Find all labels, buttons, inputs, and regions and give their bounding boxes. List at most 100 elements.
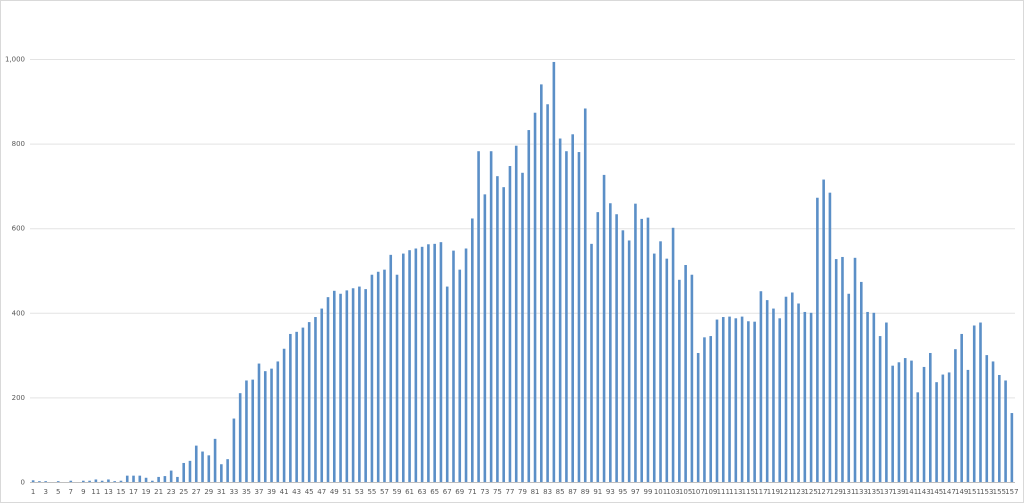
bar [408, 250, 411, 482]
x-tick-label: 95 [618, 488, 627, 496]
x-tick-label: 45 [305, 488, 314, 496]
x-tick-label: 55 [367, 488, 376, 496]
bar [659, 241, 662, 482]
bar [345, 290, 349, 482]
bar [985, 355, 989, 482]
x-tick-label: 101 [654, 488, 667, 496]
bar [765, 300, 769, 482]
y-tick-label: 200 [12, 394, 25, 402]
bar [565, 151, 568, 483]
bar [282, 348, 286, 482]
x-tick-label: 139 [892, 488, 905, 496]
bar [238, 393, 242, 482]
bar [427, 244, 430, 482]
bar [972, 325, 976, 482]
bar [226, 459, 229, 482]
x-tick-label: 119 [767, 488, 780, 496]
x-tick-label: 115 [742, 488, 755, 496]
bar [885, 322, 888, 482]
bar [571, 134, 574, 482]
bar [684, 265, 687, 482]
bar [552, 61, 556, 482]
y-tick-label: 600 [12, 225, 25, 233]
bar [872, 312, 876, 482]
bar [609, 203, 612, 483]
x-tick-label: 75 [493, 488, 502, 496]
x-tick-label: 111 [717, 488, 730, 496]
bar [257, 363, 261, 482]
bar [119, 480, 123, 482]
bar [464, 248, 468, 482]
bar [157, 476, 160, 482]
bar [784, 296, 788, 482]
bar [696, 352, 700, 482]
bar [194, 445, 198, 482]
x-tick-label: 73 [480, 488, 489, 496]
y-tick-label: 1,000 [5, 56, 25, 64]
bar [514, 145, 518, 482]
bar [502, 187, 505, 482]
bar [960, 333, 963, 482]
x-tick-label: 15 [117, 488, 126, 496]
x-tick-label: 123 [792, 488, 805, 496]
bar [590, 243, 593, 482]
x-tick-label: 65 [430, 488, 439, 496]
x-tick-label: 153 [980, 488, 993, 496]
bar [477, 151, 480, 483]
bar [458, 269, 462, 482]
bar [822, 179, 825, 482]
bar [358, 286, 361, 482]
x-tick-label: 77 [505, 488, 514, 496]
bar [916, 392, 920, 482]
bar [483, 194, 487, 483]
x-tick-label: 141 [905, 488, 918, 496]
bar [1010, 413, 1014, 482]
bar [263, 371, 267, 482]
x-tick-label: 109 [704, 488, 717, 496]
bar [721, 317, 725, 482]
x-tick-label: 125 [804, 488, 817, 496]
bar [364, 289, 367, 482]
y-tick-label: 0 [21, 479, 25, 487]
bar [376, 271, 380, 482]
x-tick-label: 31 [217, 488, 226, 496]
y-tick-label: 800 [12, 140, 25, 148]
x-tick-label: 97 [631, 488, 640, 496]
bar [640, 218, 644, 483]
bar [533, 112, 537, 482]
x-tick-label: 87 [568, 488, 577, 496]
x-tick-label: 5 [56, 488, 60, 496]
bar [866, 311, 869, 482]
bar [740, 316, 744, 482]
x-tick-label: 59 [393, 488, 402, 496]
bar [496, 176, 499, 482]
x-tick-label: 47 [317, 488, 326, 496]
bar [602, 174, 606, 483]
bar [527, 130, 531, 482]
bar [151, 480, 154, 482]
bar [521, 172, 524, 483]
x-tick-label: 143 [917, 488, 930, 496]
bar [320, 308, 324, 482]
bar [841, 256, 844, 482]
bar [289, 333, 292, 482]
bar [540, 84, 543, 482]
bar [220, 464, 223, 482]
x-tick-label: 21 [154, 488, 163, 496]
x-tick-label: 127 [817, 488, 830, 496]
x-tick-label: 105 [679, 488, 692, 496]
x-tick-label: 27 [192, 488, 201, 496]
bar [307, 322, 311, 482]
bar [433, 243, 436, 482]
bar [207, 455, 211, 482]
bar [853, 257, 857, 482]
bar [828, 192, 832, 482]
bar [445, 286, 449, 482]
bar [715, 319, 719, 482]
x-tick-label: 121 [779, 488, 792, 496]
bar [558, 138, 562, 483]
x-tick-label: 155 [993, 488, 1006, 496]
bar [646, 217, 650, 482]
